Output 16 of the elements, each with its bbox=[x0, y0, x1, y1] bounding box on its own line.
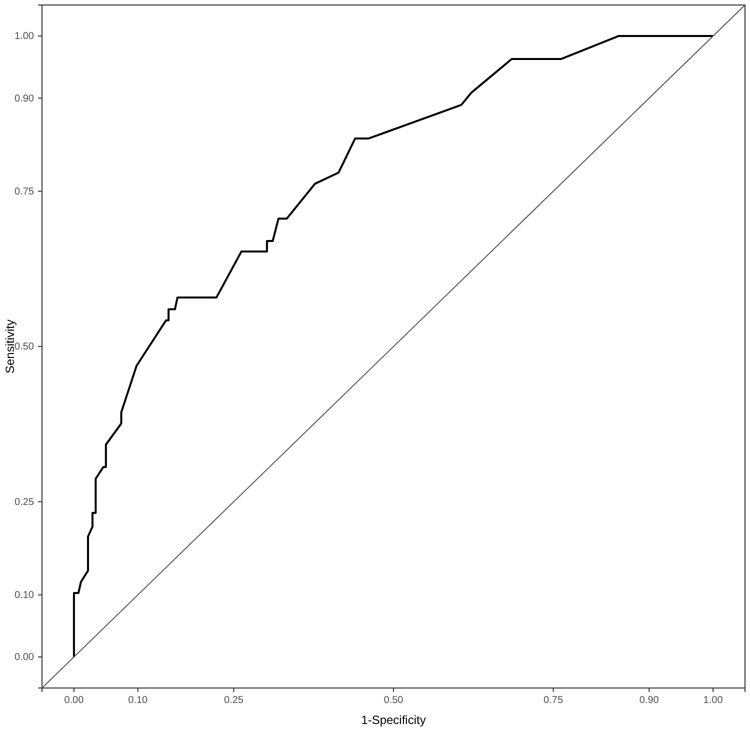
x-tick-label: 1.00 bbox=[703, 695, 724, 706]
y-tick-label: 1.00 bbox=[14, 31, 34, 42]
x-tick-label: 0.75 bbox=[544, 695, 564, 706]
y-tick-label: 0.10 bbox=[14, 590, 34, 602]
y-tick-label: 0.25 bbox=[14, 496, 34, 508]
x-axis-title: 1-Specificity bbox=[361, 713, 426, 727]
line-series bbox=[72, 35, 714, 658]
y-tick-label: 0.50 bbox=[14, 342, 34, 353]
y-tick-label: 0.90 bbox=[14, 93, 34, 104]
y-tick-label: 0.75 bbox=[14, 186, 34, 198]
x-tick-label: 0.50 bbox=[384, 695, 404, 706]
x-tick-label: 0.25 bbox=[224, 695, 244, 706]
x-tick-label: 0.00 bbox=[64, 695, 84, 706]
x-tick-label: 0.90 bbox=[639, 695, 660, 706]
x-tick-label: 0.10 bbox=[128, 695, 148, 706]
y-tick-label: 0.00 bbox=[14, 652, 34, 664]
